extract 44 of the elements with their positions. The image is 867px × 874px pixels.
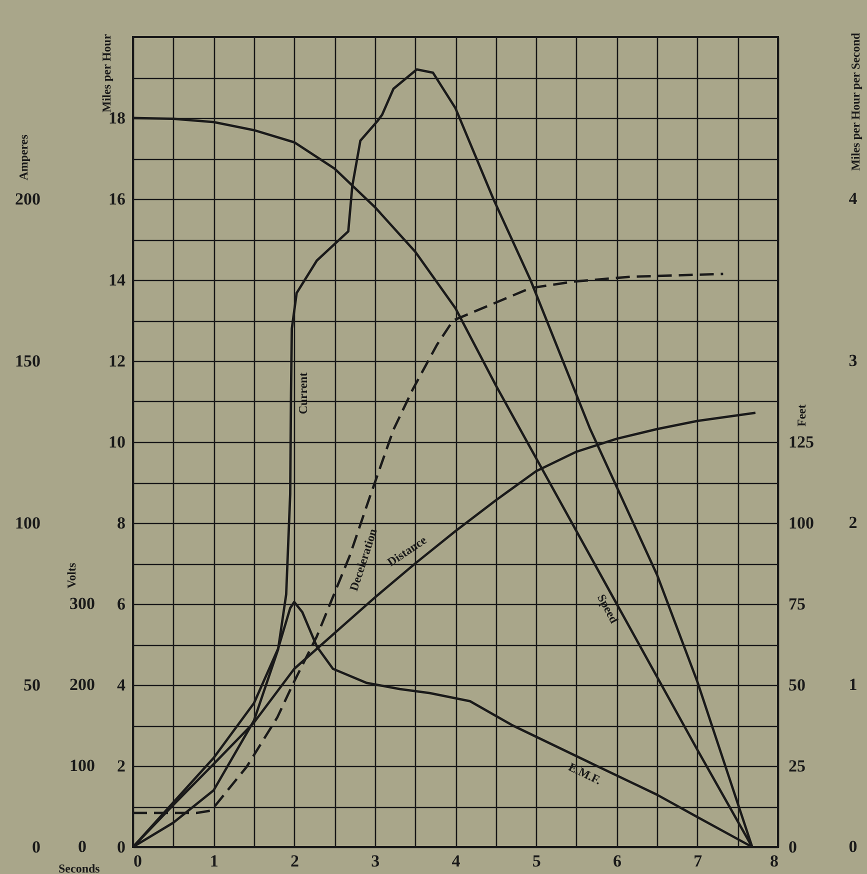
y3-tick-label: 200 <box>15 190 40 208</box>
y3-tick-label: 100 <box>15 514 40 532</box>
text: 0 <box>848 837 858 856</box>
y3-tick-label: 150 <box>15 352 40 370</box>
y3-tick-label: 0 <box>32 838 40 856</box>
x-axis-title: Seconds <box>58 862 100 874</box>
x-tick-label: 7 <box>694 852 703 870</box>
y2-axis-title: Feet <box>794 404 808 426</box>
y2-tick-label: 75 <box>788 594 806 614</box>
text: 300 <box>69 594 95 613</box>
x-tick-label: 1 <box>210 852 218 870</box>
y-tick-label: 6 <box>117 594 126 614</box>
text: 3 <box>848 351 858 370</box>
text: 1 <box>848 675 858 694</box>
y-tick-label: 4 <box>117 676 126 694</box>
x-tick-label: 5 <box>532 852 541 870</box>
x-tick-label: 3 <box>371 852 380 870</box>
x-tick-label: 6 <box>613 852 622 870</box>
text: 100 <box>69 756 95 775</box>
y3-tick-label: 50 <box>24 676 40 694</box>
x-tick-label: 8 <box>770 852 778 870</box>
y-tick-label: 0 <box>117 838 126 856</box>
y2-tick-label: 100 <box>788 514 814 532</box>
text: Volts <box>64 562 79 588</box>
text: Miles per Hour per Second <box>848 32 862 171</box>
x-tick-label: 0 <box>134 852 142 870</box>
text: Current <box>296 372 310 414</box>
y-tick-label: 12 <box>108 352 126 370</box>
y2-tick-label: 50 <box>788 676 806 694</box>
x-tick-label: 4 <box>452 852 461 870</box>
x-tick-label: 2 <box>290 852 299 870</box>
text: 2 <box>848 513 858 532</box>
y2-tick-label: 25 <box>788 756 806 776</box>
y3-axis-title: Amperes <box>16 134 30 180</box>
y2-tick-label: 0 <box>788 838 797 856</box>
y-tick-label: 8 <box>117 514 126 532</box>
y2-tick-label: 125 <box>788 432 814 452</box>
y-tick-label: 14 <box>108 270 126 290</box>
text: 200 <box>69 675 95 694</box>
text: 4 <box>848 189 858 208</box>
y-tick-label: 16 <box>108 190 126 208</box>
y-tick-label: 2 <box>117 756 126 776</box>
text: 0 <box>78 837 86 856</box>
y-tick-label: 10 <box>108 432 126 452</box>
